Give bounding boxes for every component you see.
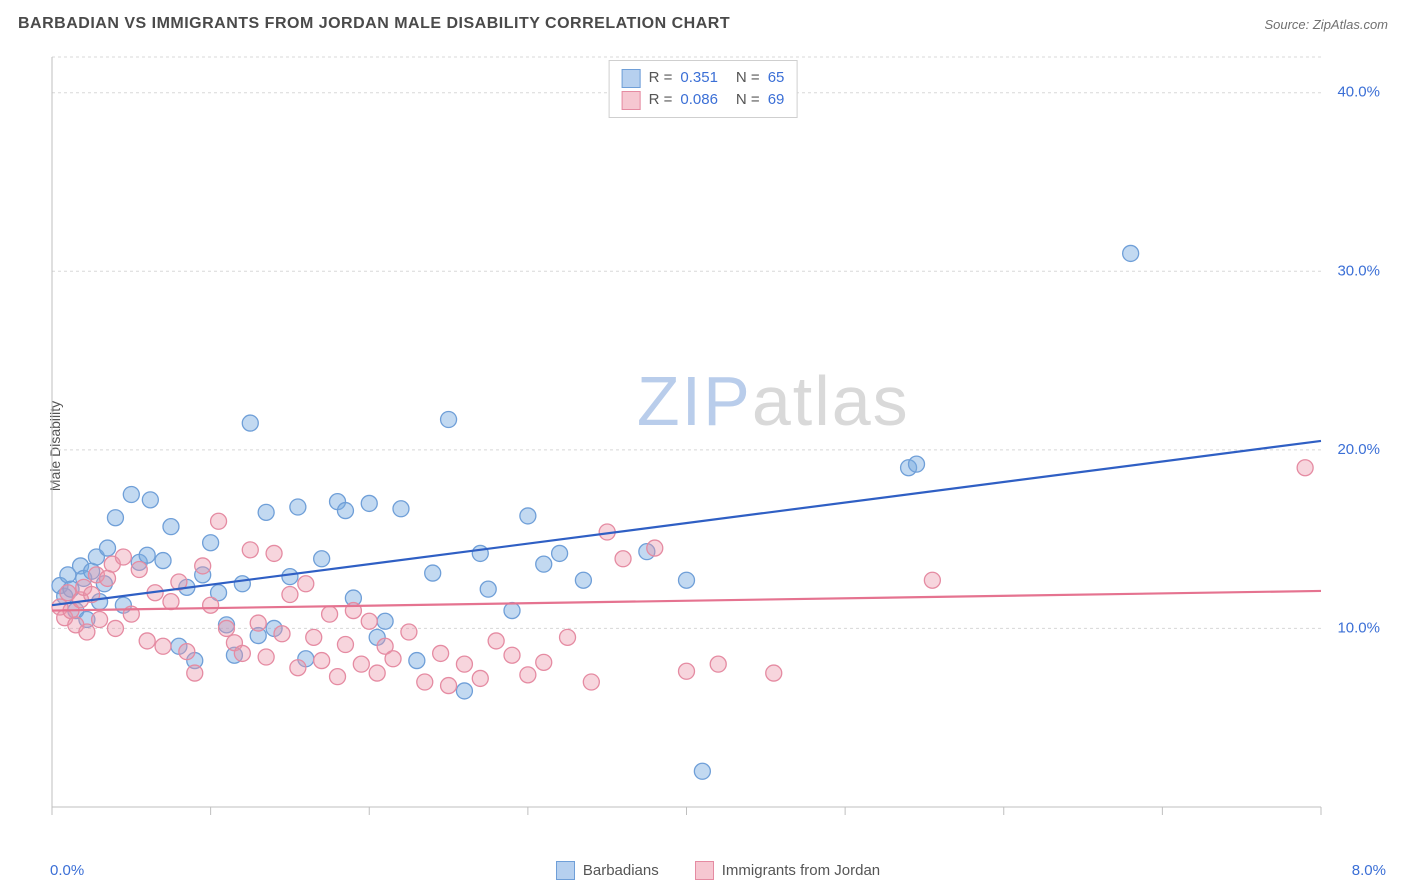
svg-text:20.0%: 20.0% [1337, 441, 1380, 458]
r-value: 0.086 [680, 89, 718, 111]
scatter-chart-svg: 10.0% 20.0% 30.0% 40.0% [50, 55, 1386, 827]
x-axis-max-label: 8.0% [1352, 862, 1386, 879]
r-value: 0.351 [680, 67, 718, 89]
legend-label: Barbadians [583, 862, 659, 879]
swatch-series-0 [556, 861, 575, 880]
n-value: 69 [768, 89, 785, 111]
legend-item-1: Immigrants from Jordan [695, 861, 880, 880]
correlation-row-1: R = 0.086 N = 69 [622, 89, 785, 111]
swatch-series-1 [622, 91, 641, 110]
chart-header: BARBADIAN VS IMMIGRANTS FROM JORDAN MALE… [18, 15, 1388, 33]
correlation-legend: R = 0.351 N = 65 R = 0.086 N = 69 [609, 60, 798, 118]
r-label: R = [649, 67, 673, 89]
n-label: N = [736, 89, 760, 111]
legend-label: Immigrants from Jordan [722, 862, 880, 879]
r-label: R = [649, 89, 673, 111]
swatch-series-0 [622, 69, 641, 88]
n-label: N = [736, 67, 760, 89]
correlation-row-0: R = 0.351 N = 65 [622, 67, 785, 89]
swatch-series-1 [695, 861, 714, 880]
series-legend: 0.0% Barbadians Immigrants from Jordan 8… [50, 861, 1386, 880]
n-value: 65 [768, 67, 785, 89]
svg-text:30.0%: 30.0% [1337, 262, 1380, 279]
source-attribution: Source: ZipAtlas.com [1264, 17, 1388, 32]
plot-area: 10.0% 20.0% 30.0% 40.0% [50, 55, 1386, 827]
x-axis-min-label: 0.0% [50, 862, 84, 879]
chart-title: BARBADIAN VS IMMIGRANTS FROM JORDAN MALE… [18, 15, 730, 33]
svg-text:40.0%: 40.0% [1337, 84, 1380, 101]
legend-item-0: Barbadians [556, 861, 659, 880]
svg-text:10.0%: 10.0% [1337, 619, 1380, 636]
